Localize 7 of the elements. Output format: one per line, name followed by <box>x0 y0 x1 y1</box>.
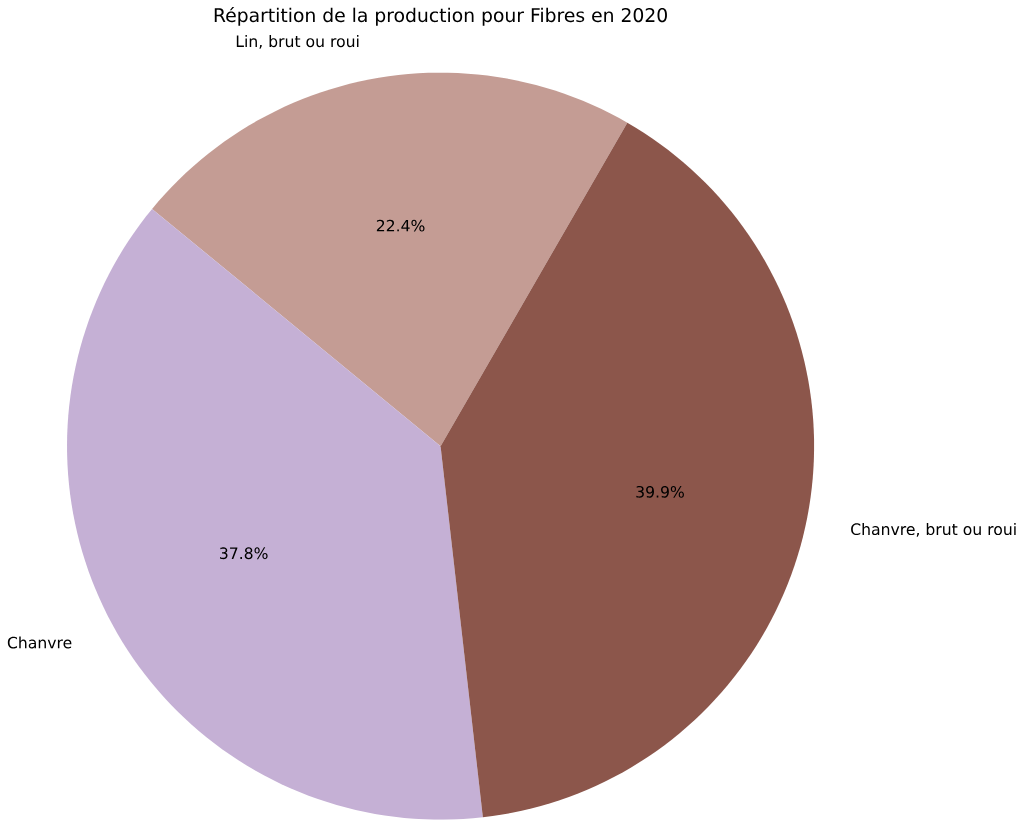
slice-label: Chanvre, brut ou roui <box>851 523 1016 537</box>
slice-label: Lin, brut ou roui <box>236 35 359 49</box>
chart-title: Répartition de la production pour Fibres en 2020 <box>214 7 667 26</box>
data-label: 39.9% <box>636 486 684 498</box>
slice-label: Chanvre <box>7 636 72 649</box>
data-label: 22.4% <box>376 219 425 232</box>
data-label: 37.8% <box>220 547 268 560</box>
